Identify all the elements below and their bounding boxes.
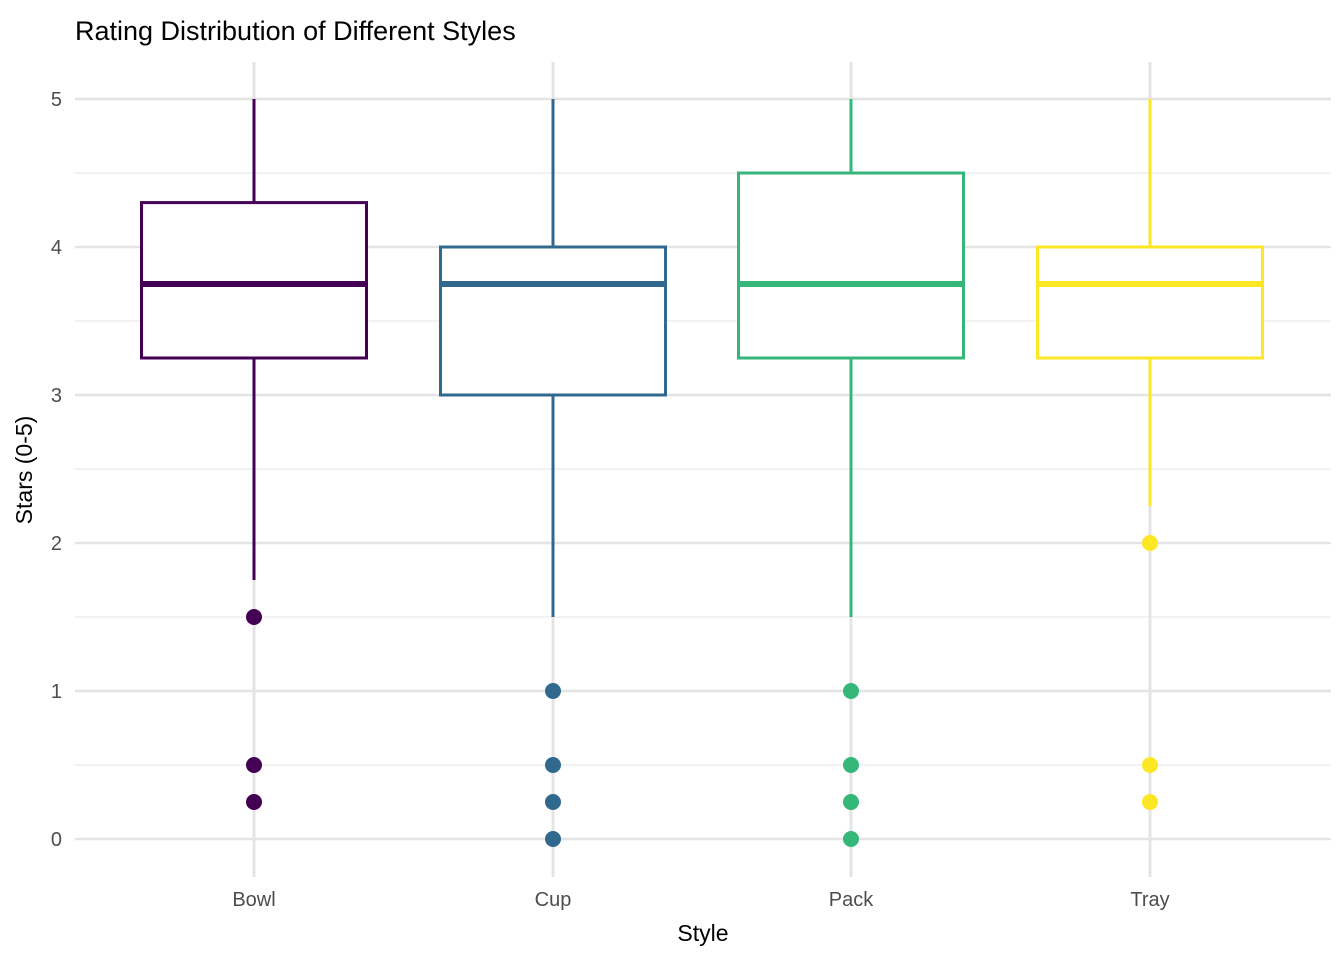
- y-axis-tick-labels: 0 1 2 3 4 5: [51, 89, 62, 851]
- x-tick-label-tray: Tray: [1130, 889, 1169, 911]
- boxplot-series: [140, 99, 1264, 847]
- outlier-point: [1142, 794, 1158, 810]
- outlier-point: [246, 794, 262, 810]
- outlier-point: [246, 609, 262, 625]
- y-tick-label-1: 1: [51, 681, 62, 703]
- outlier-point: [843, 757, 859, 773]
- y-tick-label-4: 4: [51, 237, 62, 259]
- box-rect: [737, 171, 965, 360]
- y-tick-label-3: 3: [51, 385, 62, 407]
- box-rect: [439, 245, 667, 397]
- x-tick-label-pack: Pack: [829, 889, 874, 911]
- outlier-point: [545, 683, 561, 699]
- boxplot-tray: [1036, 99, 1264, 810]
- boxplot-bowl: [140, 99, 368, 810]
- outlier-point: [843, 794, 859, 810]
- outlier-point: [1142, 757, 1158, 773]
- outlier-point: [843, 831, 859, 847]
- boxplot-cup: [439, 99, 667, 847]
- box-rect: [1036, 245, 1264, 360]
- boxplot-pack: [737, 99, 965, 847]
- y-tick-label-2: 2: [51, 533, 62, 555]
- x-axis-tick-labels: Bowl Cup Pack Tray: [232, 889, 1169, 911]
- outlier-point: [545, 757, 561, 773]
- y-axis-title: Stars (0-5): [11, 416, 37, 525]
- box-rect: [140, 201, 368, 360]
- y-tick-label-0: 0: [51, 829, 62, 851]
- outlier-point: [1142, 535, 1158, 551]
- x-axis-title: Style: [677, 920, 728, 946]
- x-tick-label-cup: Cup: [535, 889, 572, 911]
- outlier-point: [545, 831, 561, 847]
- outlier-point: [843, 683, 859, 699]
- outlier-point: [545, 794, 561, 810]
- y-tick-label-5: 5: [51, 89, 62, 111]
- outlier-point: [246, 757, 262, 773]
- chart-title: Rating Distribution of Different Styles: [75, 16, 516, 46]
- x-tick-label-bowl: Bowl: [232, 889, 275, 911]
